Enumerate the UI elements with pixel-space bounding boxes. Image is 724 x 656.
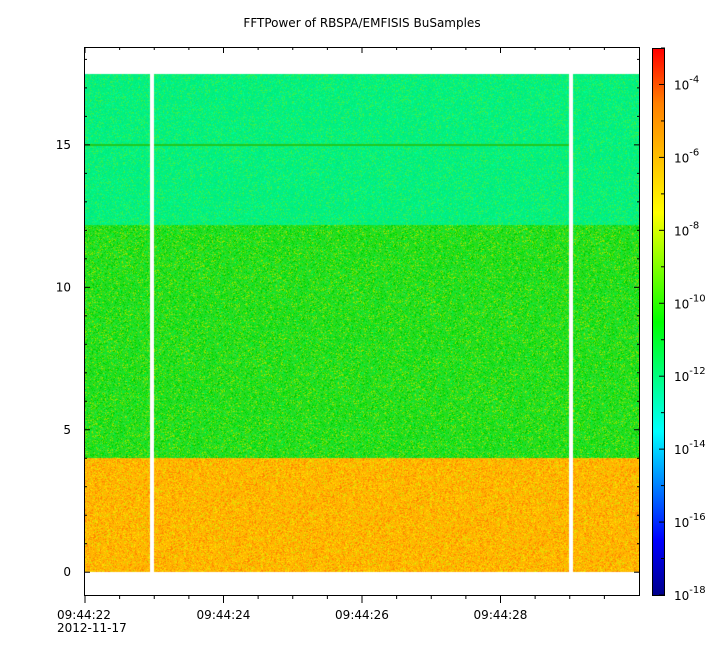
spectrogram-canvas bbox=[85, 48, 639, 595]
colorbar-tick-label: 10-8 bbox=[674, 220, 699, 238]
y-tick-label: 10 bbox=[56, 280, 71, 294]
y-tick-label: 15 bbox=[56, 138, 71, 152]
x-tick-label: 09:44:26 bbox=[335, 608, 389, 622]
colorbar-tick-label: 10-18 bbox=[674, 585, 706, 603]
colorbar-tick-label: 10-10 bbox=[674, 293, 706, 311]
x-tick-label: 09:44:28 bbox=[474, 608, 528, 622]
colorbar-tick-label: 10-4 bbox=[674, 74, 699, 92]
colorbar-tick-label: 10-12 bbox=[674, 366, 706, 384]
colorbar-tick-label: 10-16 bbox=[674, 512, 706, 530]
x-tick-label: 09:44:24 bbox=[197, 608, 251, 622]
chart-title: FFTPower of RBSPA/EMFISIS BuSamples bbox=[243, 16, 481, 30]
x-tick-label: 09:44:22 bbox=[57, 608, 111, 622]
y-tick-label: 0 bbox=[63, 565, 71, 579]
colorbar-tick-label: 10-6 bbox=[674, 147, 699, 165]
colorbar-tick-label: 10-14 bbox=[674, 439, 706, 457]
y-tick-label: 5 bbox=[63, 423, 71, 437]
date-label: 2012-11-17 bbox=[57, 621, 127, 635]
spectrogram-plot-area bbox=[84, 47, 640, 596]
colorbar bbox=[652, 48, 665, 596]
